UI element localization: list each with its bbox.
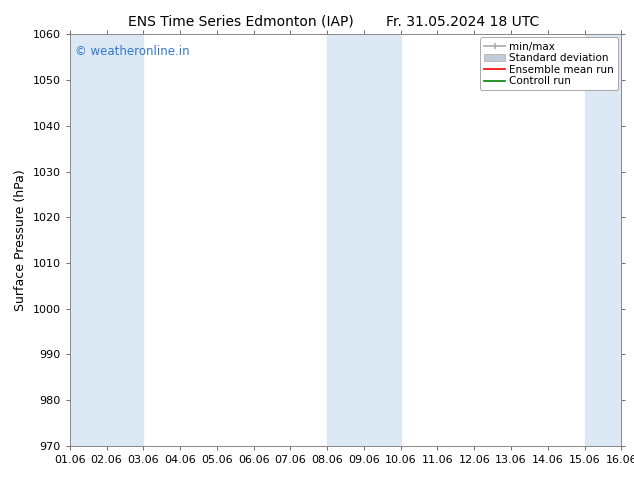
Legend: min/max, Standard deviation, Ensemble mean run, Controll run: min/max, Standard deviation, Ensemble me… bbox=[480, 37, 618, 91]
Y-axis label: Surface Pressure (hPa): Surface Pressure (hPa) bbox=[14, 169, 27, 311]
Text: ENS Time Series Edmonton (IAP): ENS Time Series Edmonton (IAP) bbox=[128, 15, 354, 29]
Bar bbox=[621, 34, 634, 446]
Bar bbox=[364, 34, 401, 446]
Text: Fr. 31.05.2024 18 UTC: Fr. 31.05.2024 18 UTC bbox=[386, 15, 540, 29]
Bar bbox=[327, 34, 364, 446]
Bar bbox=[107, 34, 143, 446]
Bar bbox=[70, 34, 107, 446]
Text: © weatheronline.in: © weatheronline.in bbox=[75, 45, 190, 58]
Bar bbox=[585, 34, 621, 446]
